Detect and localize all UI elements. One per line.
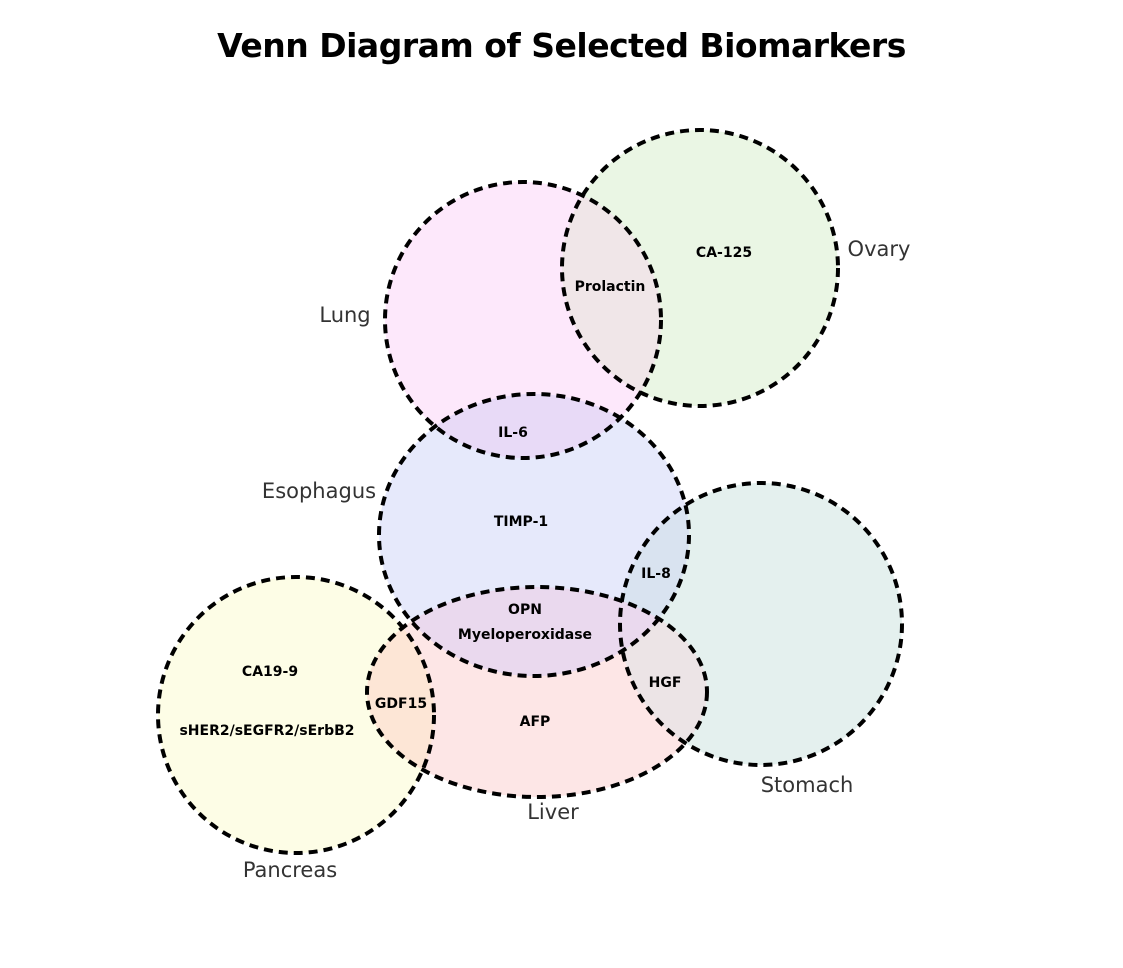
marker-il8: IL-8 bbox=[641, 566, 671, 582]
marker-prolactin: Prolactin bbox=[575, 279, 646, 295]
set-label-liver: Liver bbox=[527, 800, 579, 824]
set-outline-pancreas bbox=[156, 575, 436, 855]
set-outline-liver bbox=[365, 585, 709, 799]
set-fill-pancreas bbox=[158, 577, 434, 853]
marker-afp: AFP bbox=[520, 714, 551, 730]
diagram-title: Venn Diagram of Selected Biomarkers bbox=[217, 26, 906, 65]
marker-hgf: HGF bbox=[649, 675, 682, 691]
marker-timp1: TIMP-1 bbox=[494, 514, 548, 530]
overlap-liver-stomach bbox=[620, 587, 707, 765]
marker-myeloperoxidase: Myeloperoxidase bbox=[458, 627, 592, 643]
set-label-ovary: Ovary bbox=[848, 237, 911, 261]
set-label-stomach: Stomach bbox=[761, 773, 854, 797]
set-outline-stomach bbox=[618, 481, 904, 767]
set-outline-ovary bbox=[560, 128, 840, 408]
set-outline-esophagus bbox=[377, 392, 691, 678]
marker-gdf15: GDF15 bbox=[375, 696, 427, 712]
marker-il6: IL-6 bbox=[498, 425, 528, 441]
marker-opn: OPN bbox=[508, 602, 542, 618]
set-label-pancreas: Pancreas bbox=[243, 858, 337, 882]
marker-sher2: sHER2/sEGFR2/sErbB2 bbox=[179, 723, 354, 739]
marker-ca125: CA-125 bbox=[696, 245, 752, 261]
marker-ca199: CA19-9 bbox=[242, 664, 298, 680]
set-outline-lung bbox=[383, 180, 663, 460]
set-label-lung: Lung bbox=[319, 303, 370, 327]
set-label-esophagus: Esophagus bbox=[262, 479, 376, 503]
